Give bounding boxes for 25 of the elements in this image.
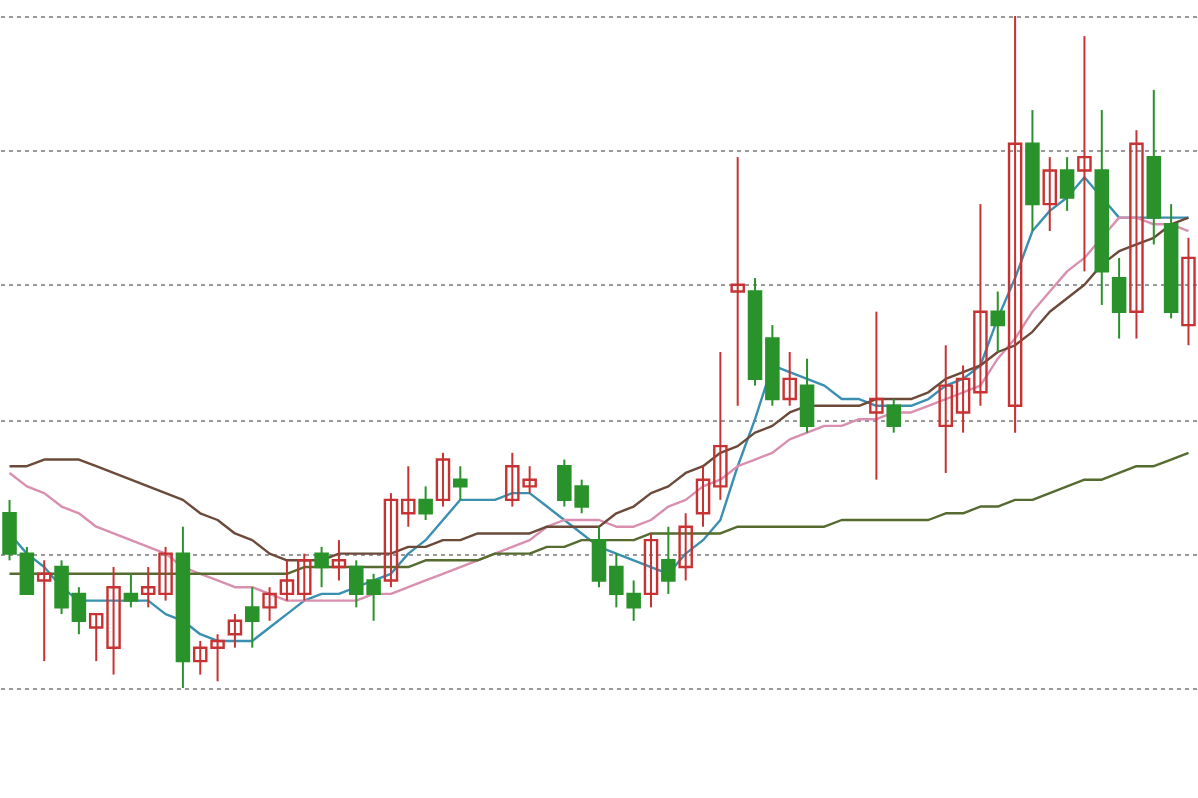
candlestick (1129, 129, 1144, 340)
candlestick (886, 398, 901, 434)
candlestick (1181, 236, 1196, 347)
candlestick (418, 485, 433, 521)
candlestick (314, 545, 329, 589)
candlestick (661, 525, 676, 595)
candlestick (1042, 156, 1058, 233)
candlestick (643, 532, 659, 609)
candlestick (799, 357, 815, 434)
candlestick (1059, 156, 1075, 212)
candlestick (227, 613, 243, 649)
candlestick (435, 451, 451, 508)
candlestick (1111, 256, 1127, 340)
candlestick (1007, 15, 1023, 434)
candlestick (453, 465, 468, 501)
candlestick (1077, 35, 1092, 273)
candlestick (730, 156, 745, 407)
candlestick (331, 539, 347, 582)
candlestick (990, 290, 1006, 353)
candlestick (678, 512, 693, 582)
candlestick (123, 572, 139, 609)
candlestick (244, 586, 260, 649)
candlestick (782, 351, 797, 407)
candlestick (869, 310, 884, 481)
candlestick (36, 559, 52, 663)
